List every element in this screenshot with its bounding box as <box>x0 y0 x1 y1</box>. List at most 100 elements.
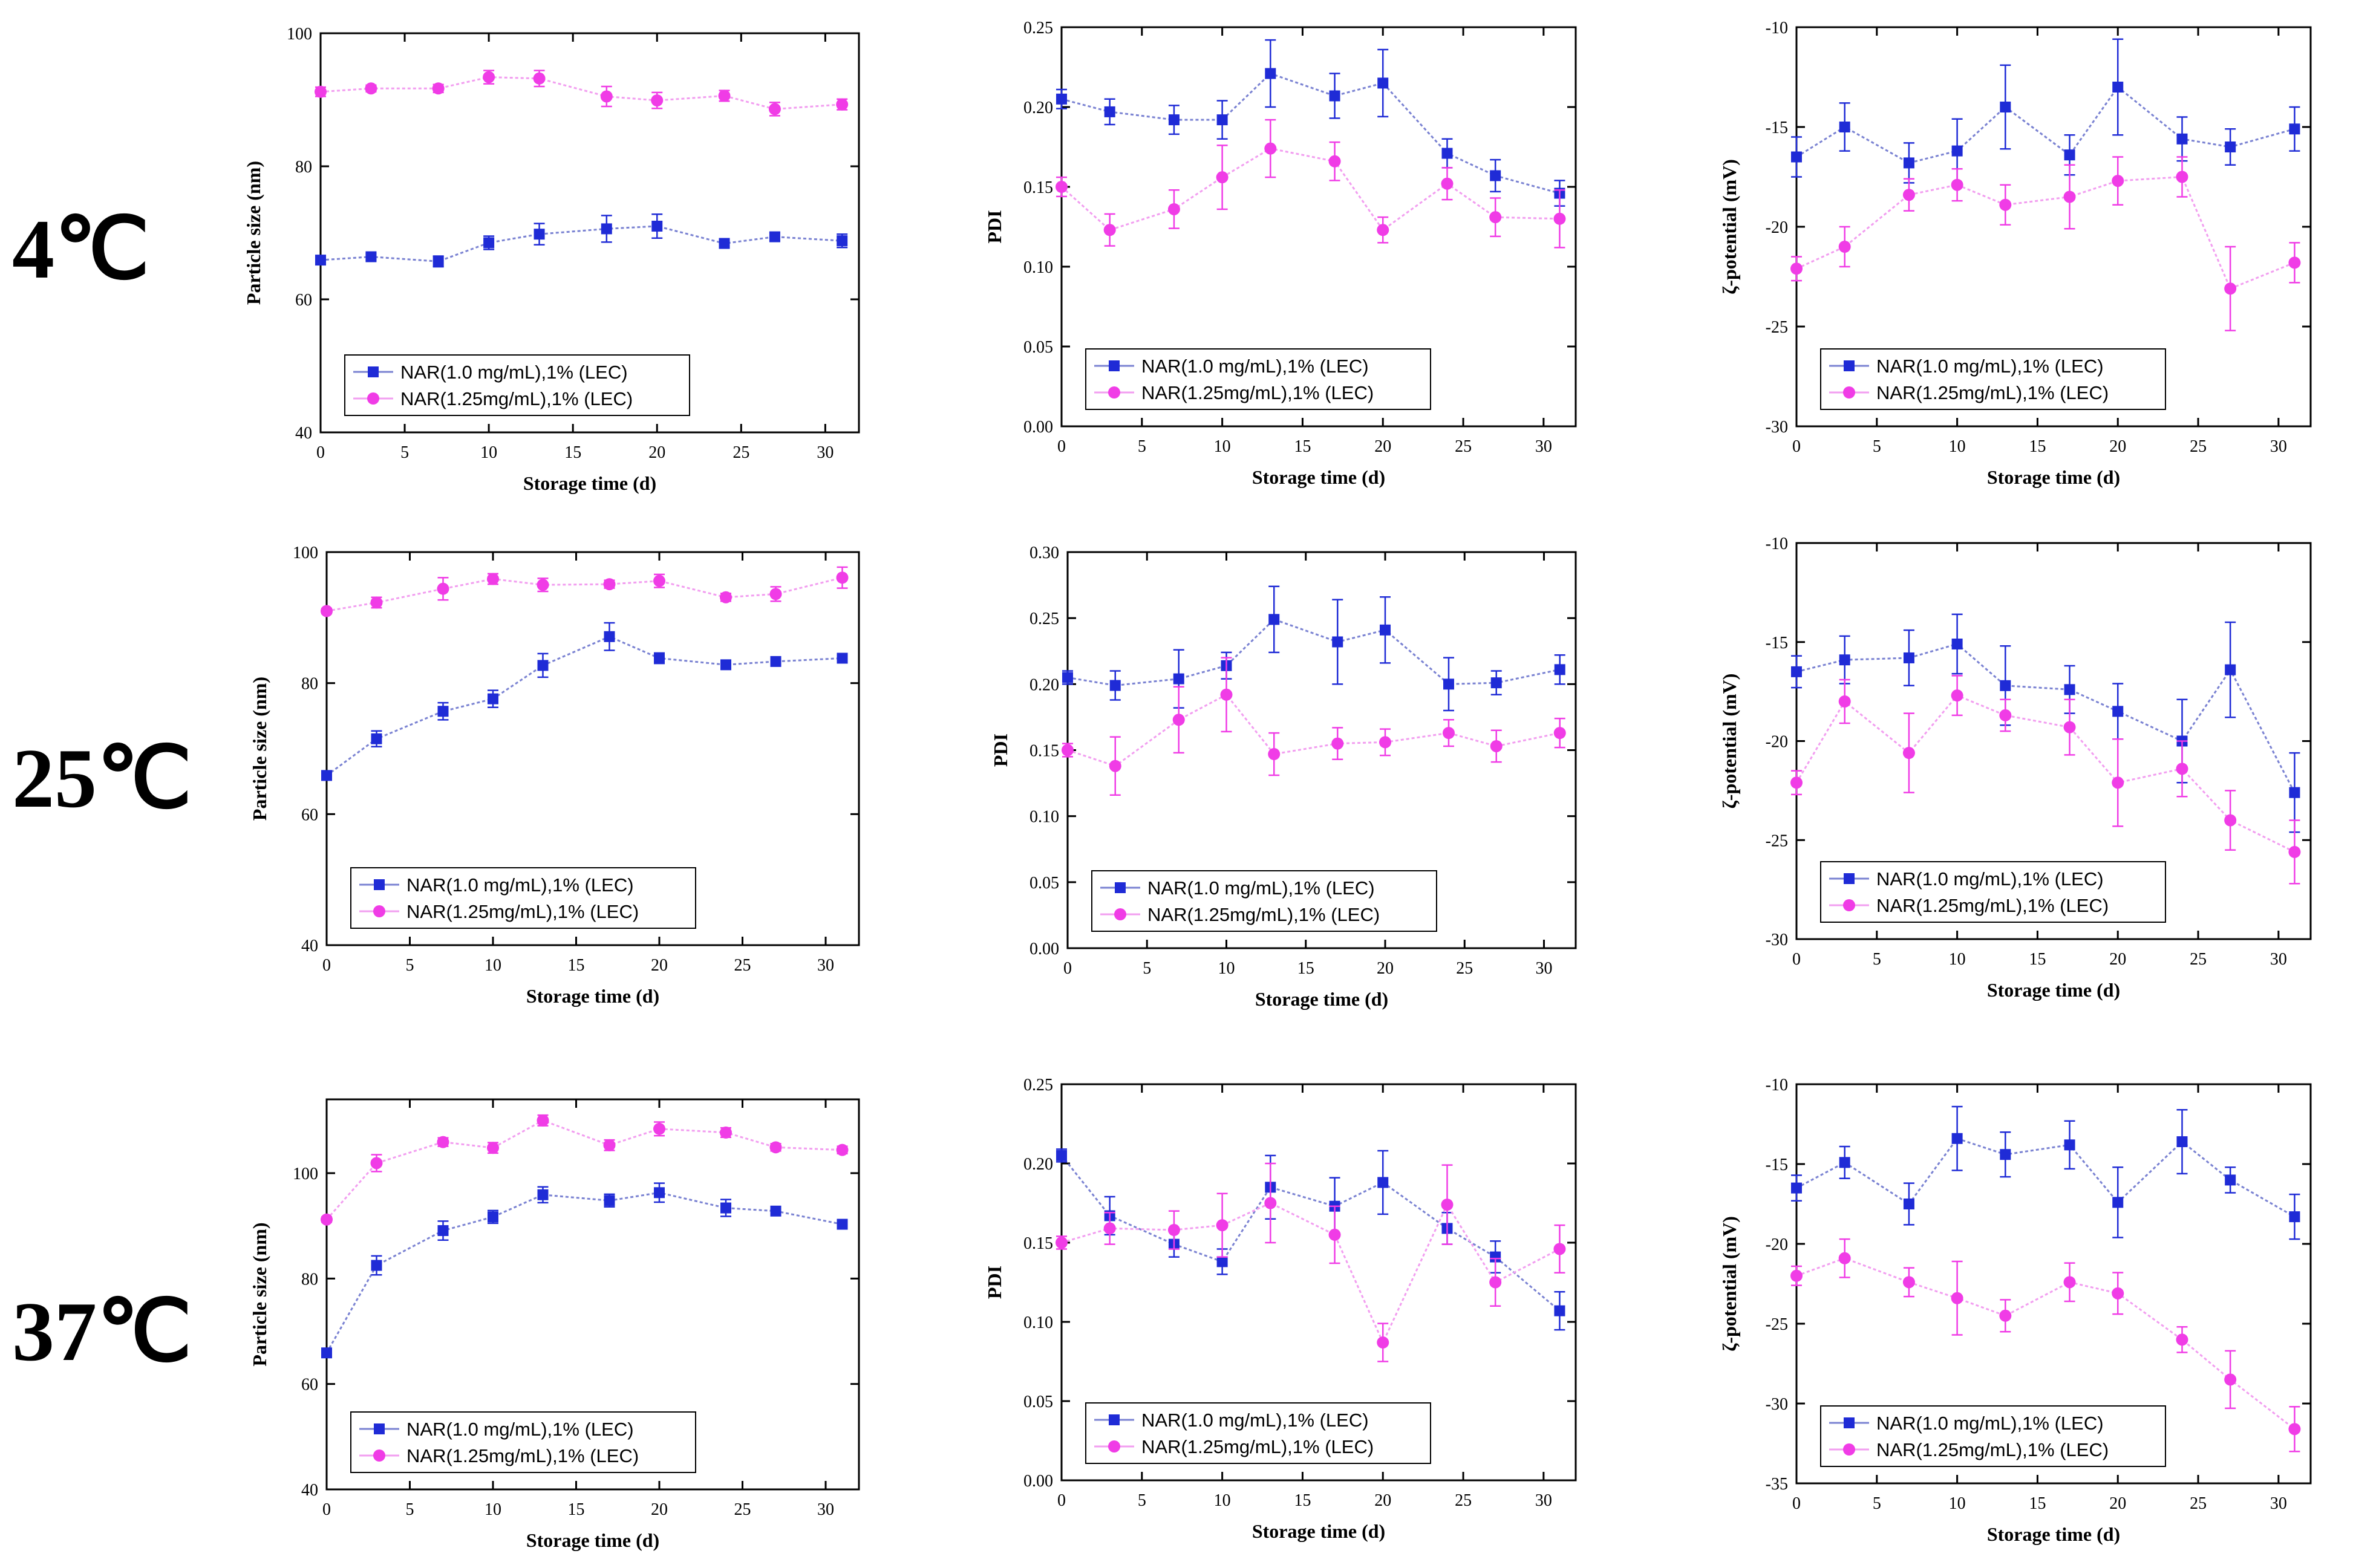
data-point-series-1 <box>1216 1256 1228 1267</box>
x-axis-label: Storage time (d) <box>523 472 656 494</box>
data-point-series-1 <box>1490 1251 1501 1263</box>
series-line-1 <box>1796 85 2295 164</box>
data-point-series-1 <box>437 1225 449 1237</box>
legend-marker-1 <box>1844 1417 1855 1428</box>
data-point-series-2 <box>1790 1269 1803 1282</box>
chart-pdi-25: 0 5 10 15 20 25 30 0.00 0.05 0.10 0.15 0.20 0.25 0.30… <box>990 544 1577 1010</box>
data-point-series-2 <box>432 82 445 95</box>
y-tick-label: 100 <box>293 544 318 562</box>
data-point-series-1 <box>1791 151 1802 163</box>
data-point-series-2 <box>2176 1333 2188 1346</box>
data-point-series-2 <box>2063 1276 2076 1289</box>
data-point-series-2 <box>720 591 732 603</box>
x-tick-label: 25 <box>2190 437 2207 456</box>
data-point-series-2 <box>1268 748 1281 761</box>
data-point-series-2 <box>1951 689 1963 702</box>
y-tick-label: 0.10 <box>1023 1313 1053 1332</box>
data-point-series-1 <box>651 221 663 232</box>
series-line-2 <box>325 1119 843 1220</box>
chart-pdi-37: 0 5 10 15 20 25 30 0.00 0.05 0.10 0.15 0.20 0.25 Stor… <box>984 1076 1577 1542</box>
data-point-series-1 <box>1490 677 1502 689</box>
plot-frame <box>1060 26 1577 428</box>
plot-frame <box>325 551 860 946</box>
y-tick-label: 0.05 <box>1023 1393 1053 1411</box>
legend-marker-1 <box>374 879 385 890</box>
y-axis-label: ζ-potential (mV) <box>1718 674 1740 809</box>
y-axis-label: ζ-potential (mV) <box>1718 159 1740 294</box>
data-point-series-2 <box>1167 1224 1180 1237</box>
series-line-1 <box>1796 1137 2296 1218</box>
y-axis-label: PDI <box>984 210 1005 243</box>
legend-label-2: NAR(1.25mg/mL),1% (LEC) <box>406 901 639 922</box>
data-point-series-1 <box>1380 624 1391 636</box>
chart-ps-37: 0 5 10 15 20 25 30 40 60 80 100 Storage time (d) Par… <box>249 1098 860 1551</box>
legend-label-1: NAR(1.0 mg/mL),1% (LEC) <box>1876 868 2104 890</box>
legend-label-1: NAR(1.0 mg/mL),1% (LEC) <box>400 362 628 383</box>
data-point-series-2 <box>768 103 781 115</box>
y-tick-label: -15 <box>1766 1156 1788 1174</box>
legend-box <box>344 354 690 416</box>
legend-label-1: NAR(1.0 mg/mL),1% (LEC) <box>1147 877 1375 899</box>
data-point-series-2 <box>1902 189 1915 201</box>
data-point-series-2 <box>321 605 333 617</box>
data-point-series-2 <box>1167 203 1180 215</box>
legend-marker-2 <box>1108 386 1120 399</box>
data-point-series-1 <box>483 237 495 249</box>
y-tick-label: -10 <box>1766 535 1788 553</box>
data-point-series-2 <box>836 1143 849 1156</box>
data-point-series-1 <box>601 223 612 235</box>
data-point-series-1 <box>837 1218 848 1230</box>
legend-box <box>1820 348 2166 410</box>
data-point-series-1 <box>1109 680 1121 691</box>
data-point-series-1 <box>432 256 444 267</box>
data-point-series-1 <box>2289 123 2300 135</box>
data-point-series-2 <box>2112 175 2124 187</box>
legend-label-2: NAR(1.25mg/mL),1% (LEC) <box>1141 1436 1374 1457</box>
data-point-series-1 <box>2064 1139 2075 1151</box>
y-tick-label: -25 <box>1766 1315 1788 1334</box>
data-point-series-2 <box>370 596 383 609</box>
y-tick-label: 100 <box>287 25 312 44</box>
legend-marker-2 <box>1843 899 1855 911</box>
y-tick-label: 60 <box>301 1376 318 1394</box>
y-tick-label: -30 <box>1766 418 1788 437</box>
series-line-1 <box>1796 643 2296 793</box>
y-tick-label: 80 <box>301 675 318 694</box>
x-tick-label: 0 <box>1057 437 1066 456</box>
data-point-series-1 <box>2064 684 2075 695</box>
data-point-series-2 <box>2224 814 2237 827</box>
x-tick-label: 10 <box>1214 437 1231 456</box>
x-tick-label: 20 <box>1374 437 1391 456</box>
y-tick-label: 0.05 <box>1030 874 1059 893</box>
chart-zeta-4: 0 5 10 15 20 25 30 -30 -25 -20 -15 -10 Storage time … <box>1718 19 2312 488</box>
data-point-series-1 <box>2176 1136 2188 1148</box>
data-point-series-1 <box>1903 157 1914 169</box>
y-tick-label: 0.20 <box>1030 675 1059 694</box>
data-point-series-1 <box>654 1187 665 1199</box>
data-point-series-2 <box>1838 1252 1851 1264</box>
data-point-series-1 <box>769 231 780 242</box>
data-point-series-2 <box>487 1142 499 1154</box>
y-tick-label: 0.10 <box>1023 258 1053 277</box>
data-point-series-1 <box>1554 664 1565 675</box>
data-point-series-2 <box>653 1122 665 1135</box>
legend-marker-1 <box>1109 1414 1120 1425</box>
data-point-series-2 <box>836 98 849 111</box>
data-point-series-2 <box>1328 155 1341 168</box>
data-point-series-2 <box>1489 211 1502 224</box>
chart-pdi-4: 0 5 10 15 20 25 30 0.00 0.05 0.10 0.15 0.20 0.25 Stor… <box>984 19 1577 488</box>
data-point-series-1 <box>1056 93 1067 105</box>
data-point-series-2 <box>1838 695 1851 708</box>
x-tick-label: 15 <box>1294 1491 1311 1510</box>
data-point-series-2 <box>2112 1287 2124 1300</box>
data-point-series-1 <box>2289 1211 2300 1223</box>
x-axis-label: Storage time (d) <box>1255 988 1388 1010</box>
data-point-series-1 <box>720 659 731 671</box>
x-tick-label: 25 <box>734 956 751 975</box>
data-point-series-2 <box>2063 721 2076 734</box>
y-tick-label: -15 <box>1766 634 1788 652</box>
data-point-series-2 <box>1264 142 1277 155</box>
data-point-series-2 <box>533 72 546 85</box>
data-point-series-2 <box>1902 1276 1915 1289</box>
x-tick-label: 30 <box>1536 959 1553 978</box>
